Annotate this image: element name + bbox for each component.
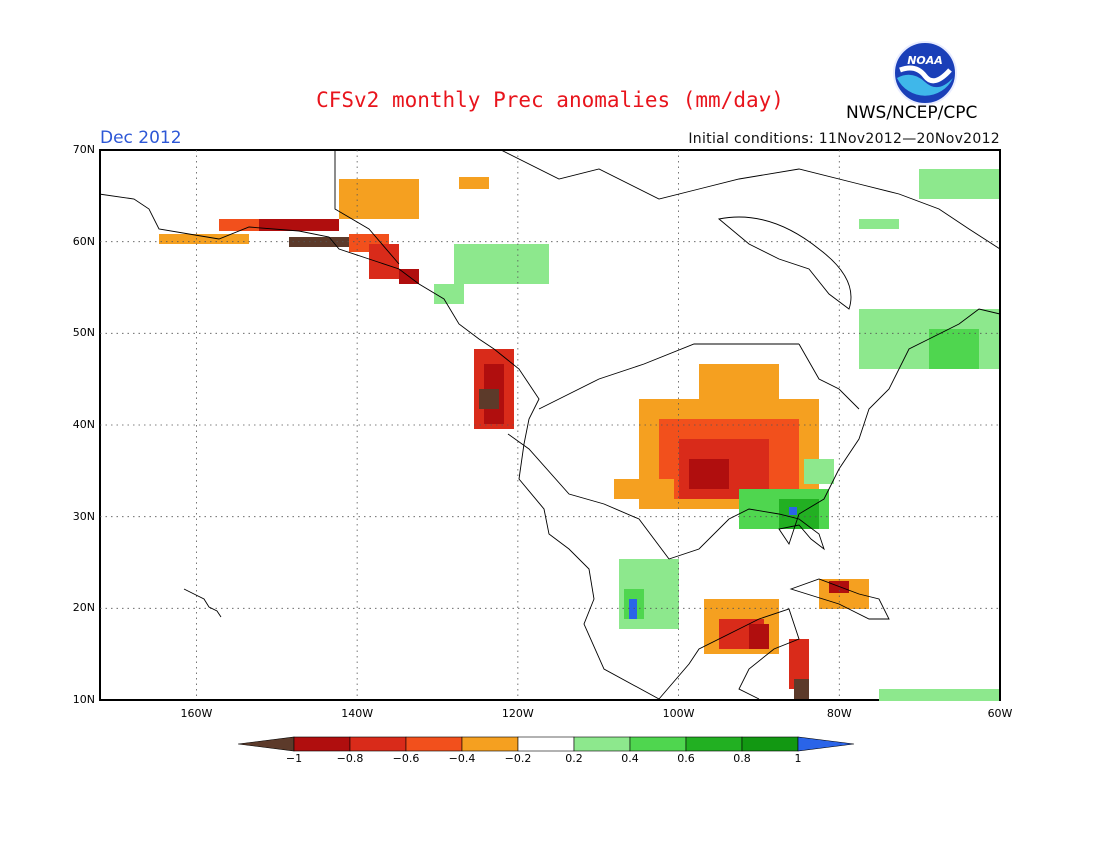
- anomaly-cell: [859, 219, 899, 229]
- colorbar-swatch: [517, 736, 575, 752]
- coastlines-and-borders: [99, 149, 1001, 700]
- anomaly-cell: [479, 389, 499, 409]
- anomaly-cell: [789, 639, 809, 689]
- latitude-label: 20N: [72, 601, 95, 615]
- anomaly-cell: [339, 179, 419, 219]
- anomaly-cell: [454, 244, 549, 284]
- colorbar-swatch: [741, 736, 799, 752]
- anomaly-layer: [159, 169, 999, 701]
- colorbar-swatch: [573, 736, 631, 752]
- colorbar: [238, 736, 855, 752]
- latitude-label: 50N: [72, 326, 95, 340]
- anomaly-cell: [434, 284, 464, 304]
- cuba-outline: [789, 578, 890, 620]
- anomaly-cell: [749, 624, 769, 649]
- us-canada-border-west: [538, 343, 799, 410]
- gulf-atlantic-coast: [668, 308, 1001, 560]
- anomaly-cell: [614, 479, 674, 499]
- colorbar-swatch: [238, 736, 295, 752]
- agency-label: NWS/NCEP/CPC: [846, 103, 978, 123]
- latitude-label: 30N: [72, 509, 95, 523]
- colorbar-swatch: [629, 736, 687, 752]
- forecast-month: Dec 2012: [100, 128, 182, 148]
- latitude-label: 70N: [72, 143, 95, 156]
- latitude-label: 10N: [72, 693, 95, 706]
- longitude-label: 60W: [987, 707, 1013, 720]
- great-lakes-outline: [798, 343, 860, 410]
- precipitation-anomaly-map: [99, 149, 1001, 701]
- anomaly-cell: [369, 244, 399, 279]
- latitude-label: 60N: [72, 234, 95, 248]
- colorbar-label: −0.6: [392, 752, 420, 765]
- longitude-label: 100W: [662, 707, 695, 720]
- pacific-coastline: [99, 193, 660, 700]
- anomaly-cell: [689, 459, 729, 489]
- svg-text:NOAA: NOAA: [907, 54, 943, 67]
- longitude-label: 80W: [826, 707, 852, 720]
- anomaly-cell: [699, 364, 779, 404]
- colorbar-swatch: [405, 736, 463, 752]
- anomaly-cell: [794, 679, 809, 699]
- colorbar-swatch: [349, 736, 407, 752]
- graticule: [100, 150, 1000, 700]
- colorbar-label: 0.4: [621, 752, 639, 765]
- initial-conditions: Initial conditions: 11Nov2012—20Nov2012: [688, 131, 1000, 147]
- anomaly-cell: [259, 219, 339, 231]
- colorbar-label: 0.6: [677, 752, 695, 765]
- anomaly-cell: [789, 507, 797, 515]
- colorbar-swatch: [797, 736, 855, 752]
- colorbar-label: −0.8: [336, 752, 364, 765]
- anomaly-cell: [929, 329, 979, 369]
- arctic-coast: [498, 149, 1001, 250]
- central-america-coast: [658, 608, 800, 700]
- latitude-label: 40N: [72, 418, 95, 431]
- anomaly-cell: [829, 581, 849, 593]
- anomaly-cell: [159, 234, 249, 244]
- colorbar-label: −1: [285, 752, 303, 765]
- hudson-bay-outline: [717, 216, 852, 310]
- colorbar-label: 0.2: [565, 752, 583, 765]
- anomaly-cell: [804, 459, 834, 484]
- anomaly-cell: [879, 689, 999, 701]
- map-title: CFSv2 monthly Prec anomalies (mm/day): [316, 88, 784, 112]
- colorbar-swatch: [685, 736, 743, 752]
- alaska-canada-border: [334, 149, 400, 265]
- anomaly-cell: [459, 177, 489, 189]
- longitude-label: 160W: [180, 707, 213, 720]
- anomaly-cell: [289, 237, 349, 247]
- anomaly-cell: [919, 169, 999, 199]
- colorbar-swatch: [293, 736, 351, 752]
- anomaly-cell: [629, 599, 637, 619]
- hawaii-islands: [183, 588, 222, 618]
- longitude-label: 120W: [501, 707, 534, 720]
- colorbar-label: 0.8: [733, 752, 751, 765]
- colorbar-label: −0.2: [504, 752, 532, 765]
- colorbar-label: −0.4: [448, 752, 476, 765]
- us-mexico-border: [507, 433, 670, 560]
- colorbar-swatch: [461, 736, 519, 752]
- longitude-label: 140W: [341, 707, 374, 720]
- colorbar-label: 1: [794, 752, 802, 765]
- noaa-logo-icon: NOAA: [893, 41, 957, 105]
